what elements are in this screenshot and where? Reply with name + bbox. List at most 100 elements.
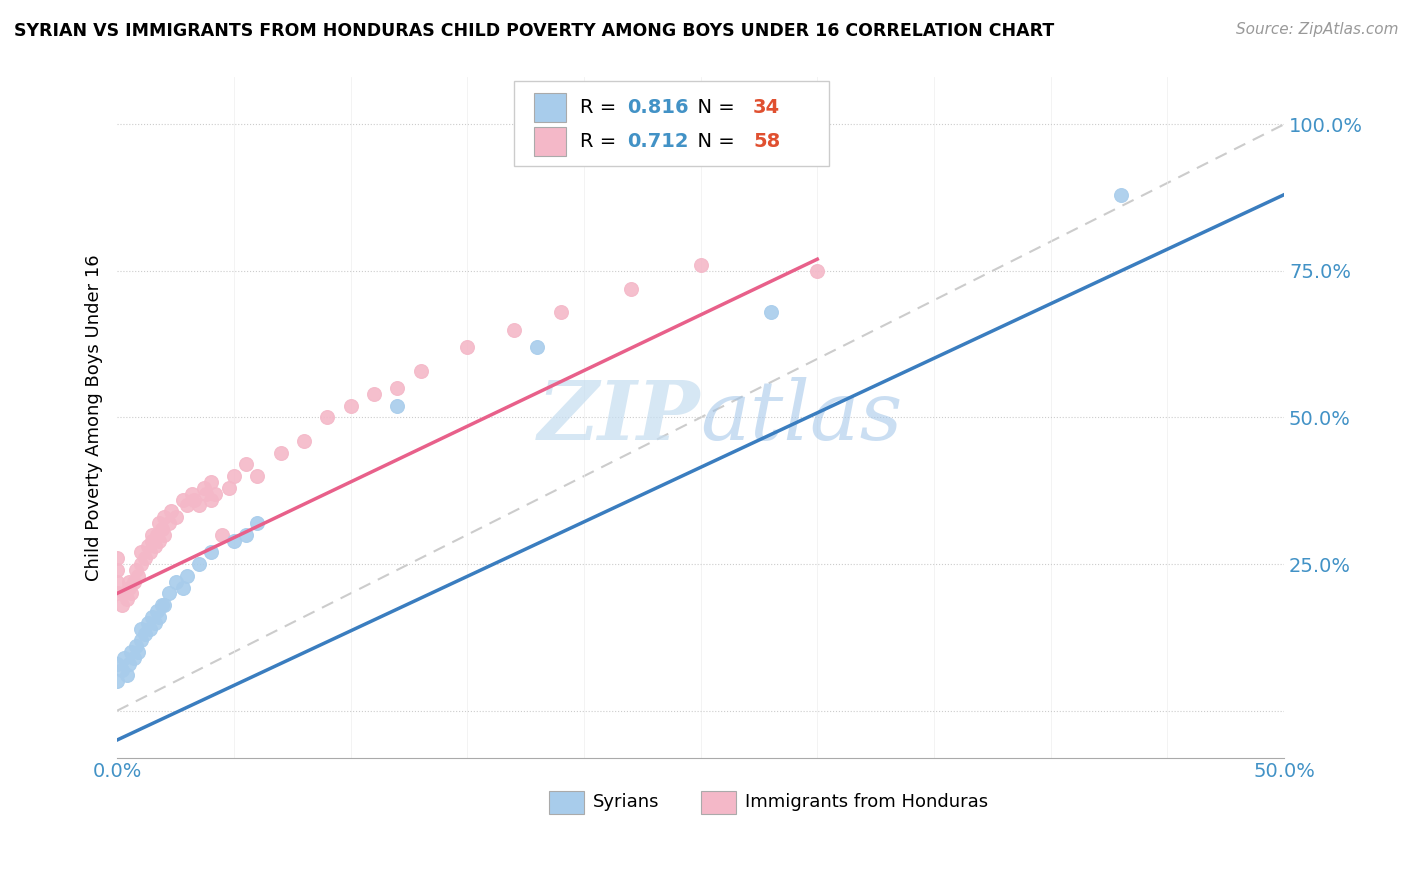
Point: [193, 481, 215, 495]
Point: [222, 533, 245, 548]
Point: [129, 622, 152, 636]
Point: [120, 645, 142, 659]
Point: [759, 305, 782, 319]
Point: [165, 510, 187, 524]
Text: N =: N =: [686, 98, 741, 117]
Point: [200, 492, 222, 507]
Point: [157, 516, 180, 530]
Point: [172, 492, 194, 507]
Point: [139, 545, 162, 559]
Point: [620, 281, 643, 295]
Point: [148, 610, 170, 624]
Point: [129, 557, 152, 571]
Point: [180, 486, 202, 500]
Point: [211, 528, 233, 542]
Point: [157, 586, 180, 600]
Point: [1109, 187, 1132, 202]
Point: [316, 410, 339, 425]
Point: [134, 551, 156, 566]
Point: [150, 598, 173, 612]
Point: [146, 604, 169, 618]
Point: [118, 581, 141, 595]
Point: [125, 563, 148, 577]
Point: [409, 363, 432, 377]
Point: [112, 651, 135, 665]
Point: [143, 540, 166, 554]
Point: [176, 569, 198, 583]
Point: [387, 381, 409, 395]
Point: [105, 563, 128, 577]
Point: [550, 305, 572, 319]
Point: [111, 663, 134, 677]
Text: Source: ZipAtlas.com: Source: ZipAtlas.com: [1236, 22, 1399, 37]
Point: [143, 615, 166, 630]
Point: [187, 499, 209, 513]
Point: [153, 528, 176, 542]
Point: [363, 387, 385, 401]
Point: [153, 510, 176, 524]
Point: [122, 574, 145, 589]
Point: [148, 533, 170, 548]
Point: [165, 574, 187, 589]
Point: [111, 598, 134, 612]
FancyBboxPatch shape: [700, 791, 735, 814]
Point: [456, 340, 478, 354]
Point: [136, 615, 159, 630]
Point: [105, 657, 128, 671]
Point: [105, 574, 128, 589]
Point: [129, 633, 152, 648]
Point: [118, 657, 141, 671]
Point: [134, 627, 156, 641]
Point: [141, 533, 163, 548]
Point: [204, 486, 226, 500]
Text: ZIP: ZIP: [538, 377, 700, 458]
Point: [194, 486, 217, 500]
Point: [136, 540, 159, 554]
Point: [222, 469, 245, 483]
Point: [235, 528, 257, 542]
Text: SYRIAN VS IMMIGRANTS FROM HONDURAS CHILD POVERTY AMONG BOYS UNDER 16 CORRELATION: SYRIAN VS IMMIGRANTS FROM HONDURAS CHILD…: [14, 22, 1054, 40]
Point: [139, 622, 162, 636]
Point: [118, 574, 141, 589]
Point: [689, 258, 711, 272]
FancyBboxPatch shape: [515, 81, 830, 166]
Point: [141, 528, 163, 542]
Point: [129, 545, 152, 559]
Point: [387, 399, 409, 413]
Text: atlas: atlas: [700, 377, 903, 458]
FancyBboxPatch shape: [548, 791, 583, 814]
Text: 58: 58: [754, 132, 780, 151]
Text: Immigrants from Honduras: Immigrants from Honduras: [745, 794, 988, 812]
Text: 0.712: 0.712: [627, 132, 689, 151]
Point: [125, 639, 148, 653]
Point: [153, 598, 176, 612]
Point: [120, 586, 142, 600]
Point: [127, 645, 149, 659]
Point: [235, 458, 257, 472]
Point: [122, 651, 145, 665]
Point: [105, 586, 128, 600]
Point: [339, 399, 361, 413]
Text: 34: 34: [754, 98, 780, 117]
Y-axis label: Child Poverty Among Boys Under 16: Child Poverty Among Boys Under 16: [86, 254, 103, 581]
Point: [115, 668, 138, 682]
Text: R =: R =: [581, 98, 623, 117]
Point: [141, 610, 163, 624]
Point: [112, 586, 135, 600]
Text: Syrians: Syrians: [593, 794, 659, 812]
Point: [200, 475, 222, 489]
Text: R =: R =: [581, 132, 623, 151]
Point: [176, 499, 198, 513]
Point: [526, 340, 548, 354]
Point: [183, 492, 205, 507]
Point: [115, 592, 138, 607]
Point: [187, 557, 209, 571]
FancyBboxPatch shape: [534, 127, 567, 155]
Point: [292, 434, 315, 448]
Point: [105, 551, 128, 566]
Point: [105, 674, 128, 689]
Point: [270, 445, 292, 459]
Point: [503, 322, 526, 336]
Point: [246, 469, 269, 483]
Point: [806, 264, 828, 278]
